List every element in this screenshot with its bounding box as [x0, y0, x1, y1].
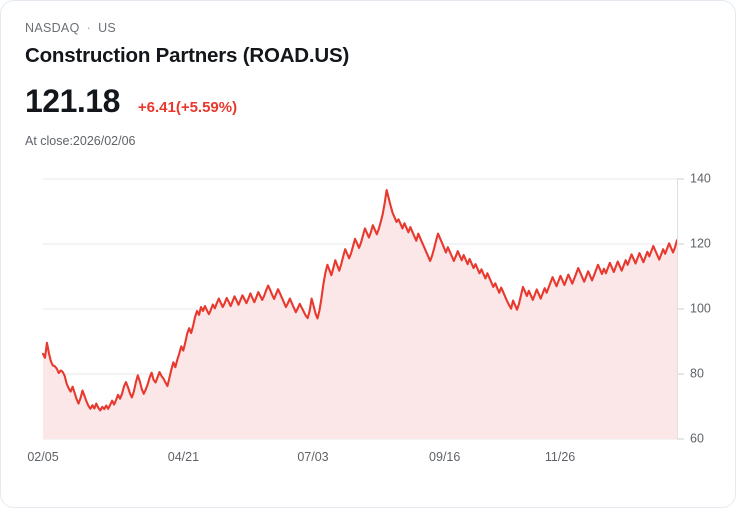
- exchange-label: NASDAQ: [25, 20, 80, 35]
- x-tick-label: 11/26: [545, 450, 575, 464]
- price-chart-svg[interactable]: 140 120 100 80 60 02/05 04/21 07/03 09/16 11/26: [1, 161, 736, 481]
- price-row: 121.18 +6.41(+5.59%): [25, 85, 735, 117]
- region-label: US: [98, 20, 117, 35]
- chart-x-axis: 02/05 04/21 07/03 09/16 11/26: [27, 450, 575, 464]
- y-tick-label: 100: [690, 301, 711, 315]
- chart-series-line: [41, 189, 679, 412]
- page-title: Construction Partners (ROAD.US): [25, 44, 350, 67]
- separator-dot-icon: ·: [86, 20, 92, 35]
- price-chart[interactable]: 140 120 100 80 60 02/05 04/21 07/03 09/16 11/26: [1, 161, 736, 481]
- quote-header: NASDAQ · US Construction Partners (ROAD.…: [1, 1, 735, 147]
- x-tick-label: 07/03: [297, 450, 328, 464]
- market-status-note: At close:2026/02/06: [25, 133, 136, 148]
- x-tick-label: 04/21: [168, 450, 199, 464]
- chart-y-axis: 140 120 100 80 60: [677, 171, 711, 445]
- y-tick-label: 140: [690, 171, 711, 185]
- series-line-path: [41, 189, 679, 412]
- exchange-row: NASDAQ · US: [25, 21, 735, 35]
- y-tick-label: 80: [690, 366, 704, 380]
- y-tick-label: 120: [690, 236, 711, 250]
- chart-area-fill: [43, 190, 677, 439]
- y-tick-label: 60: [690, 431, 704, 445]
- x-tick-label: 02/05: [27, 450, 58, 464]
- x-tick-label: 09/16: [429, 450, 460, 464]
- last-price: 121.18: [25, 82, 120, 119]
- series-area-path: [43, 190, 677, 439]
- price-change: +6.41(+5.59%): [137, 98, 238, 116]
